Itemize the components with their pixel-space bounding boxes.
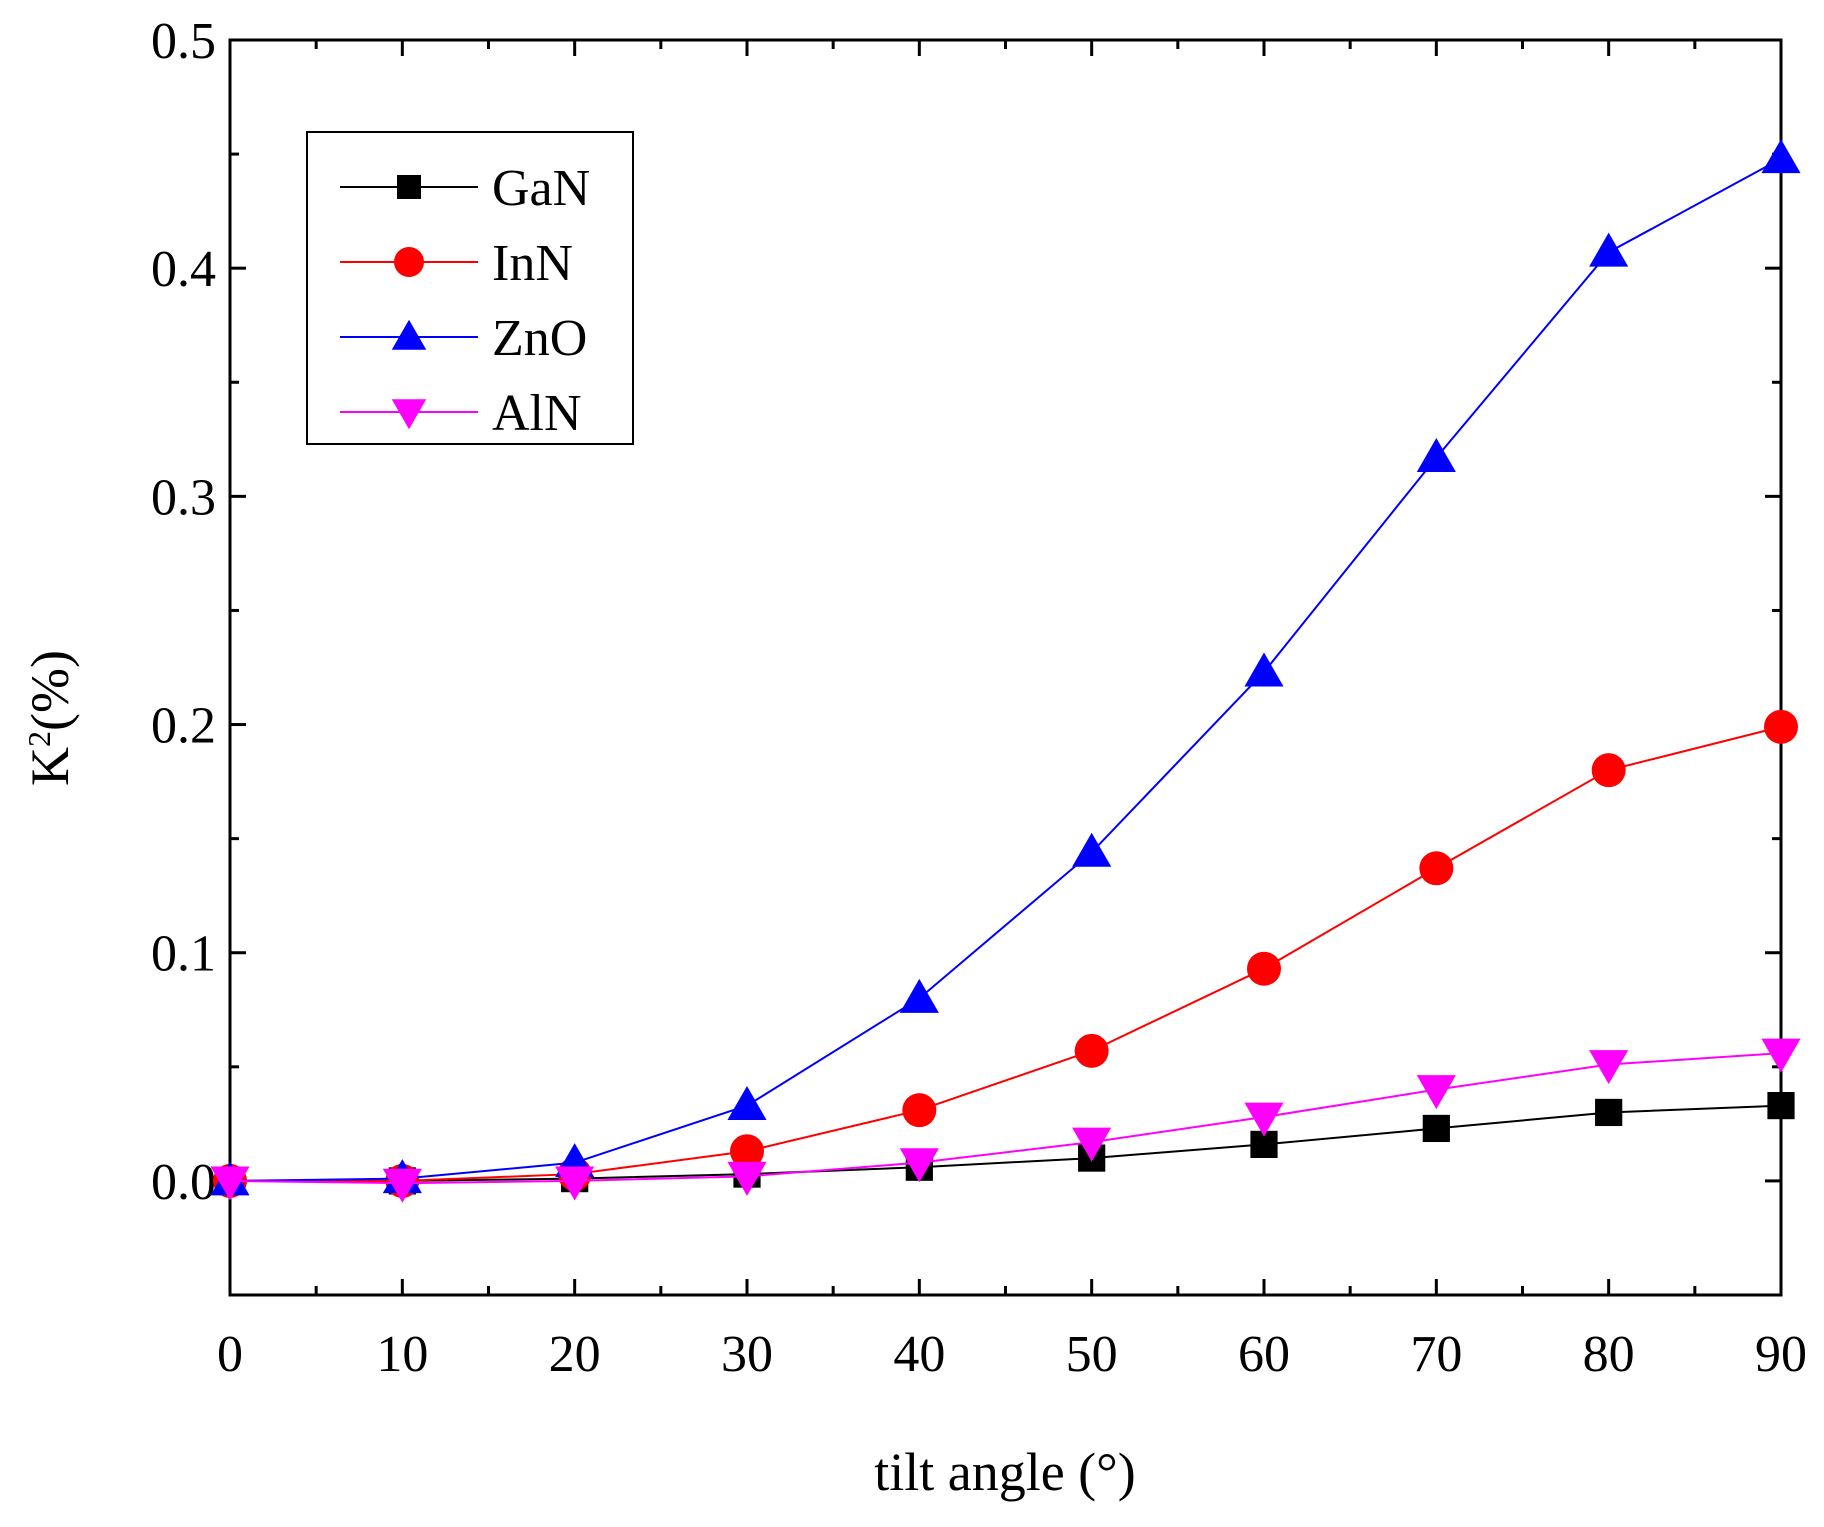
legend-item-GaN: GaN — [340, 160, 590, 217]
x-tick-label: 10 — [376, 1326, 428, 1383]
legend-marker-GaN — [397, 175, 421, 199]
svg-text:K2(%): K2(%) — [20, 650, 80, 786]
data-point-InN — [1591, 753, 1626, 788]
data-point-AlN — [1761, 1038, 1801, 1073]
data-point-InN — [1074, 1033, 1109, 1068]
data-point-ZnO — [899, 978, 939, 1013]
data-point-AlN — [1072, 1127, 1112, 1162]
data-point-ZnO — [1072, 832, 1112, 867]
x-axis-title: tilt angle (°) — [874, 1442, 1136, 1502]
series-InN — [213, 709, 1798, 1198]
series-ZnO — [210, 139, 1801, 1196]
series-line-ZnO — [229, 157, 1782, 1182]
data-point-AlN — [210, 1166, 250, 1201]
data-point-GaN — [1422, 1114, 1450, 1143]
legend-label: AlN — [492, 385, 582, 442]
data-point-GaN — [1767, 1092, 1795, 1120]
series-line-InN — [230, 725, 1782, 1182]
data-point-ZnO — [1416, 438, 1456, 473]
legend-marker-AlN — [391, 399, 427, 430]
x-tick-label: 70 — [1410, 1326, 1462, 1383]
x-tick-label: 60 — [1238, 1326, 1290, 1383]
x-tick-label: 30 — [721, 1326, 773, 1383]
x-tick-label: 0 — [217, 1326, 243, 1383]
data-point-ZnO — [1589, 232, 1629, 267]
axis-tick-labels: 0 10 20 30 40 50 60 70 80 90 0.0 0.1 0.2 0.3 0.4 0.5 — [151, 13, 1807, 1383]
y-tick-label: 0.4 — [151, 241, 216, 298]
y-tick-label: 0.2 — [151, 698, 216, 755]
y-tick-label: 0.5 — [151, 13, 216, 70]
data-point-AlN — [1244, 1102, 1284, 1137]
series-AlN — [210, 1038, 1801, 1203]
series-layer — [210, 139, 1801, 1203]
x-tick-label: 50 — [1066, 1326, 1118, 1383]
y-axis-title-rest: (%) — [20, 650, 80, 731]
legend-marker-InN — [394, 247, 424, 277]
data-point-AlN — [555, 1166, 595, 1201]
y-tick-label: 0.0 — [151, 1154, 216, 1211]
legend-label: GaN — [492, 160, 590, 217]
data-point-InN — [902, 1093, 937, 1128]
data-point-ZnO — [1244, 652, 1284, 687]
legend-label: InN — [492, 235, 573, 292]
data-point-InN — [1247, 951, 1281, 986]
data-point-InN — [1419, 851, 1454, 886]
data-point-InN — [1764, 709, 1798, 744]
legend-item-AlN: AlN — [340, 385, 582, 442]
axis-ticks — [228, 38, 1783, 1297]
data-point-AlN — [727, 1161, 767, 1196]
y-axis-title-sup: 2 — [21, 731, 57, 747]
series-line-GaN — [230, 1104, 1782, 1182]
legend-item-ZnO: ZnO — [340, 310, 587, 367]
y-tick-label: 0.3 — [151, 469, 216, 526]
data-point-ZnO — [1761, 139, 1801, 174]
legend-label: ZnO — [492, 310, 587, 367]
data-point-AlN — [1589, 1050, 1629, 1085]
y-axis-title-main: K — [20, 747, 80, 786]
series-line-AlN — [229, 1052, 1782, 1185]
data-point-InN — [730, 1134, 764, 1169]
y-axis-title: K2(%) — [20, 650, 80, 786]
data-point-AlN — [899, 1148, 939, 1183]
legend-item-InN: InN — [340, 235, 573, 292]
y-tick-label: 0.1 — [151, 926, 216, 983]
x-tick-label: 40 — [893, 1326, 945, 1383]
data-point-AlN — [1416, 1075, 1456, 1110]
x-tick-label: 90 — [1755, 1326, 1807, 1383]
data-point-ZnO — [727, 1086, 767, 1121]
data-point-AlN — [382, 1168, 422, 1203]
legend-marker-ZnO — [391, 319, 427, 350]
legend-box — [306, 131, 634, 445]
x-tick-label: 20 — [549, 1326, 601, 1383]
x-tick-label: 80 — [1583, 1326, 1635, 1383]
data-point-GaN — [1595, 1098, 1623, 1127]
legend: GaN InN ZnO AlN — [306, 131, 634, 445]
